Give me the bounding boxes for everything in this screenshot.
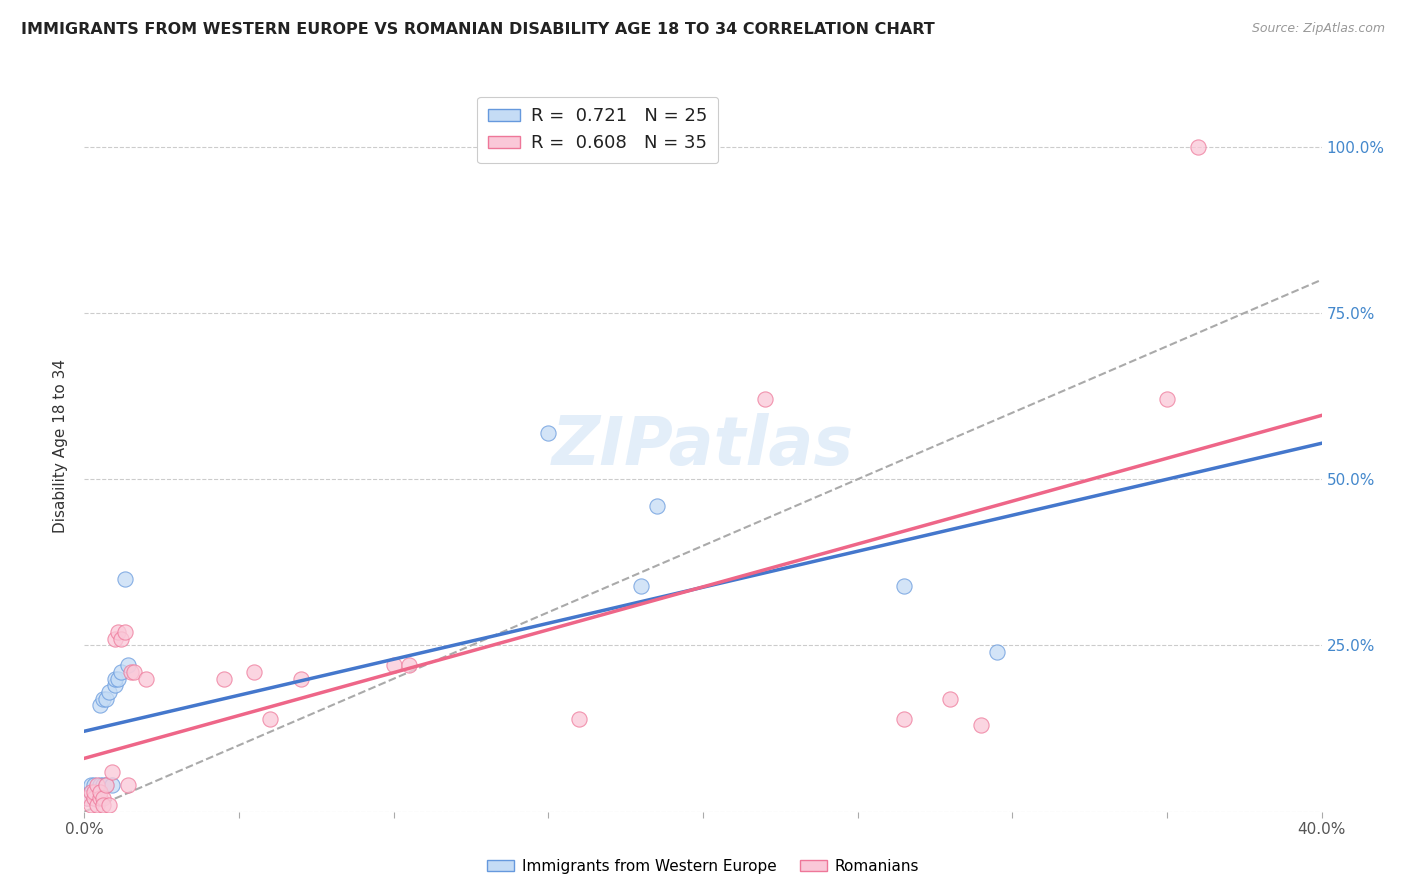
Point (114, 572, 136, 586)
Point (107, 672, 129, 686)
Point (120, 665, 142, 679)
Point (117, 658, 139, 673)
Point (259, 712, 281, 726)
Point (122, 665, 145, 679)
Point (212, 672, 235, 686)
Point (110, 632, 132, 646)
Point (91, 798, 114, 813)
Point (135, 672, 157, 686)
Point (893, 712, 915, 726)
Point (398, 658, 420, 673)
Point (94, 691, 117, 706)
Point (89, 785, 111, 799)
Point (117, 778, 139, 792)
Point (104, 672, 127, 686)
Point (645, 499, 668, 513)
Point (630, 579, 652, 593)
Point (98, 798, 121, 813)
Point (101, 764, 124, 779)
Point (86, 785, 108, 799)
Point (89, 791, 111, 805)
Point (939, 691, 962, 706)
Point (986, 645, 1008, 659)
Point (568, 712, 591, 726)
Point (104, 678, 127, 692)
Point (98, 685, 121, 699)
Point (970, 718, 993, 732)
Text: IMMIGRANTS FROM WESTERN EUROPE VS ROMANIAN DISABILITY AGE 18 TO 34 CORRELATION C: IMMIGRANTS FROM WESTERN EUROPE VS ROMANI… (21, 22, 935, 37)
Point (94, 778, 117, 792)
Y-axis label: Disability Age 18 to 34: Disability Age 18 to 34 (53, 359, 69, 533)
Point (94, 778, 117, 792)
Point (79, 785, 101, 799)
Point (89, 698, 111, 713)
Point (83, 791, 105, 805)
Point (537, 425, 560, 440)
Point (79, 798, 101, 813)
Point (1187, 140, 1209, 154)
Point (79, 778, 101, 792)
Point (110, 665, 132, 679)
Point (83, 791, 105, 805)
Point (83, 778, 105, 792)
Point (1156, 392, 1178, 407)
Point (104, 632, 127, 646)
Point (86, 778, 108, 792)
Text: ZIPatlas: ZIPatlas (553, 413, 853, 479)
Point (76, 791, 98, 805)
Point (893, 579, 915, 593)
Point (243, 665, 266, 679)
Text: Source: ZipAtlas.com: Source: ZipAtlas.com (1251, 22, 1385, 36)
Point (91, 778, 114, 792)
Point (290, 672, 312, 686)
Point (76, 791, 98, 805)
Legend: R =  0.721   N = 25, R =  0.608   N = 35: R = 0.721 N = 25, R = 0.608 N = 35 (477, 96, 718, 163)
Point (91, 691, 114, 706)
Point (754, 392, 776, 407)
Point (382, 658, 405, 673)
Point (101, 778, 124, 792)
Point (107, 625, 129, 640)
Point (86, 798, 108, 813)
Point (83, 785, 105, 799)
Point (91, 791, 114, 805)
Point (79, 785, 101, 799)
Point (89, 778, 111, 792)
Point (114, 625, 136, 640)
Legend: Immigrants from Western Europe, Romanians: Immigrants from Western Europe, Romanian… (481, 853, 925, 880)
